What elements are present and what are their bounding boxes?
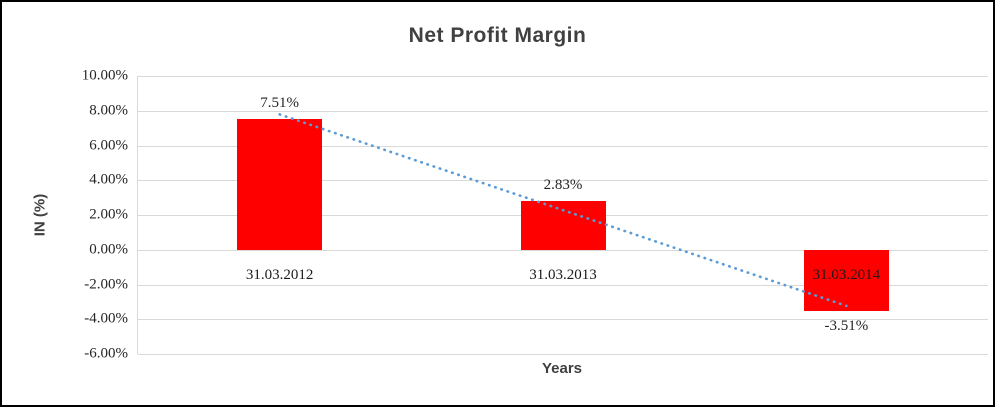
- gridline: [138, 76, 988, 77]
- y-axis-tick-label: -4.00%: [84, 310, 128, 327]
- y-axis-tick-label: 8.00%: [89, 102, 128, 119]
- y-axis-tick-label: 0.00%: [89, 241, 128, 258]
- plot-area: 10.00% 8.00% 6.00% 4.00% 2.00% 0.00% -2.00% -4.…: [82, 68, 988, 362]
- y-axis-tick-label: 10.00%: [81, 67, 128, 84]
- bar: [520, 200, 606, 250]
- x-axis-category-label: 31.03.2013: [529, 266, 597, 283]
- y-axis-tick-label: -6.00%: [84, 345, 128, 362]
- y-axis-tick-label: 4.00%: [89, 171, 128, 188]
- bar: [237, 119, 323, 250]
- y-axis-tick-label: 6.00%: [89, 137, 128, 153]
- data-label: 2.83%: [543, 176, 583, 193]
- chart-title: Net Profit Margin: [408, 24, 587, 47]
- data-label: -3.51%: [824, 317, 869, 334]
- y-axis-tick-label: 2.00%: [89, 206, 128, 223]
- x-axis-category-label: 31.03.2012: [245, 266, 314, 283]
- gridline: [138, 319, 988, 321]
- y-axis-tick-label: -2.00%: [84, 276, 128, 292]
- y-axis-title: IN (%): [31, 193, 49, 237]
- gridline: [138, 354, 988, 355]
- gridline: [138, 110, 988, 112]
- x-axis-category-label: 31.03.2014: [812, 266, 881, 283]
- x-axis-title: Years: [541, 360, 583, 377]
- data-label: 7.51%: [260, 95, 300, 112]
